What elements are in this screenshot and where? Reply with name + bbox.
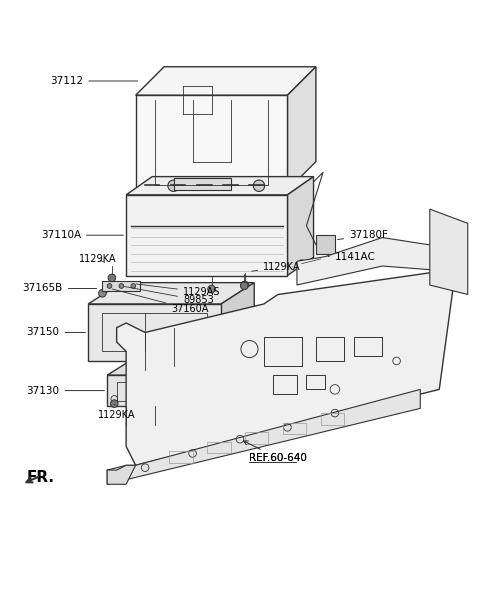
Bar — [316, 337, 344, 361]
Text: 37165B: 37165B — [22, 283, 96, 293]
Text: 37112: 37112 — [50, 76, 138, 86]
Bar — [136, 95, 288, 190]
Polygon shape — [102, 281, 140, 291]
Circle shape — [168, 180, 179, 191]
Text: 1129KA: 1129KA — [97, 403, 135, 421]
Polygon shape — [126, 177, 313, 195]
Text: 37160A: 37160A — [112, 289, 209, 314]
Bar — [283, 422, 306, 435]
Text: 1129KA: 1129KA — [252, 262, 301, 272]
Circle shape — [110, 400, 118, 408]
Polygon shape — [107, 465, 136, 484]
Polygon shape — [221, 283, 254, 361]
Circle shape — [108, 274, 116, 282]
Text: 1129AS: 1129AS — [136, 284, 220, 297]
Polygon shape — [136, 67, 316, 95]
Bar — [88, 304, 221, 361]
Text: 1129KA: 1129KA — [79, 254, 116, 264]
Bar — [273, 375, 297, 394]
Polygon shape — [288, 67, 316, 190]
Bar — [207, 442, 230, 454]
Bar — [107, 375, 183, 406]
Polygon shape — [183, 363, 202, 406]
Text: FR.: FR. — [26, 469, 55, 485]
Bar — [102, 313, 207, 352]
Circle shape — [253, 180, 264, 191]
Text: REF.60-640: REF.60-640 — [244, 441, 307, 463]
Circle shape — [298, 260, 305, 267]
Bar — [117, 382, 136, 401]
Bar — [140, 382, 159, 401]
Polygon shape — [88, 283, 254, 304]
Text: 37150: 37150 — [26, 327, 85, 337]
Circle shape — [98, 290, 106, 297]
Polygon shape — [107, 363, 202, 375]
Polygon shape — [117, 271, 454, 465]
Circle shape — [208, 285, 216, 293]
Text: 89853: 89853 — [124, 286, 214, 305]
Circle shape — [107, 283, 112, 289]
Polygon shape — [107, 389, 420, 484]
Circle shape — [241, 281, 249, 289]
Polygon shape — [297, 237, 444, 285]
Text: 37130: 37130 — [26, 386, 104, 396]
Bar — [164, 382, 179, 401]
Bar — [174, 178, 230, 190]
Text: 37180F: 37180F — [337, 230, 388, 240]
Bar — [306, 375, 325, 389]
Bar — [126, 195, 288, 276]
Text: 1141AC: 1141AC — [328, 252, 376, 262]
Bar — [264, 337, 301, 366]
Polygon shape — [430, 209, 468, 294]
Text: 37110A: 37110A — [41, 230, 123, 240]
Bar — [316, 235, 335, 254]
Bar — [321, 413, 344, 425]
Circle shape — [119, 283, 124, 289]
Polygon shape — [288, 177, 313, 276]
Circle shape — [240, 282, 248, 290]
Bar — [245, 432, 268, 444]
Bar — [169, 451, 192, 463]
Text: REF.60-640: REF.60-640 — [250, 453, 307, 463]
Circle shape — [131, 283, 136, 289]
Bar — [354, 337, 383, 356]
